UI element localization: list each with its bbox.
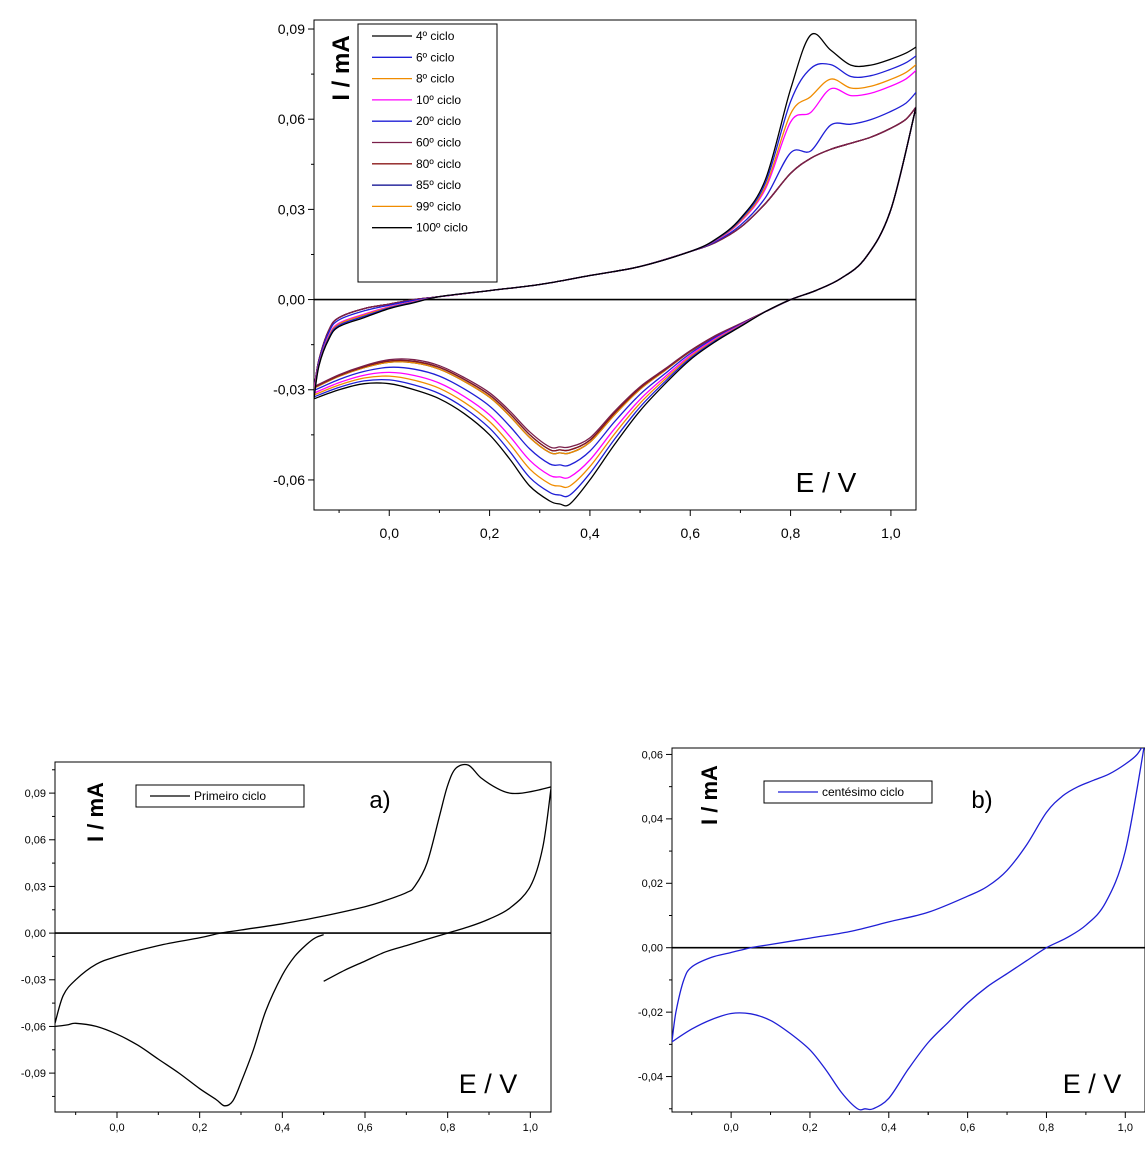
x-tick-label: 0,4	[275, 1122, 290, 1134]
x-tick-label: 0,4	[580, 525, 600, 541]
legend: centésimo ciclo	[763, 780, 933, 804]
y-tick-label: 0,03	[25, 881, 46, 893]
x-tick-label: 0,8	[1039, 1122, 1054, 1134]
x-axis-label: E / V	[459, 1069, 518, 1099]
series-line-1	[323, 788, 551, 982]
x-tick-label: 0,2	[802, 1122, 817, 1134]
legend-label: 10º ciclo	[416, 93, 461, 107]
y-tick-label: 0,09	[278, 21, 305, 37]
legend-label: 99º ciclo	[416, 199, 461, 213]
x-axis-label: E / V	[796, 467, 857, 498]
legend-label: 20º ciclo	[416, 114, 461, 128]
x-tick-label: 0,0	[380, 525, 400, 541]
legend-box	[763, 780, 933, 804]
x-tick-label: 0,2	[192, 1122, 207, 1134]
chart-top-cyclic-voltammograms: 0,0 0,2 0,4 0,6 0,8 1,0 -0,06 -0,03 0,00 0,03 0,06…	[273, 19, 917, 541]
plot-frame	[671, 747, 1145, 1113]
legend-label: 80º ciclo	[416, 157, 461, 171]
y-tick-label: 0,06	[25, 835, 46, 847]
x-tick-label: 1,0	[881, 525, 901, 541]
y-tick-label: -0,09	[21, 1068, 46, 1080]
chart-a-first-cycle: 0,0 0,2 0,4 0,6 0,8 1,0 -0,09 -0,06 -0,03 0,00 0,0…	[21, 761, 552, 1134]
x-tick-label: 0,4	[881, 1122, 896, 1134]
y-axis-label: I / mA	[328, 35, 355, 100]
legend-label: 85º ciclo	[416, 178, 461, 192]
x-tick-label: 0,6	[960, 1122, 975, 1134]
x-tick-label: 0,0	[723, 1122, 738, 1134]
legend: Primeiro ciclo	[135, 784, 305, 808]
legend-label: 4º ciclo	[416, 29, 455, 43]
series-line-1	[672, 748, 1143, 1042]
x-tick-label: 0,8	[440, 1122, 455, 1134]
series-group	[314, 32, 916, 507]
chart-b-hundredth-cycle: 0,0 0,2 0,4 0,6 0,8 1,0 -0,04 -0,02 0,00 0,02 0,04…	[638, 747, 1145, 1134]
legend-box	[135, 784, 305, 808]
y-tick-label: 0,04	[642, 814, 663, 826]
y-axis-label: I / mA	[83, 782, 108, 842]
y-tick-label: 0,06	[278, 111, 305, 127]
panel-title: a)	[369, 787, 390, 814]
legend-label: 6º ciclo	[416, 50, 455, 64]
y-tick-label: 0,03	[278, 201, 305, 217]
series-line-1	[55, 763, 551, 1024]
y-tick-label: -0,04	[638, 1071, 663, 1083]
series-line-1	[672, 748, 1145, 1111]
y-tick-label: -0,06	[273, 472, 305, 488]
y-tick-label: -0,02	[638, 1007, 663, 1019]
legend-box	[357, 23, 498, 283]
x-tick-label: 0,6	[357, 1122, 372, 1134]
x-tick-label: 0,6	[681, 525, 701, 541]
y-tick-label: 0,02	[642, 878, 663, 890]
legend: 4º ciclo 6º ciclo 8º ciclo 10º ciclo 20º cic…	[357, 23, 498, 283]
legend-label: Primeiro ciclo	[194, 789, 266, 803]
x-tick-label: 0,2	[480, 525, 500, 541]
y-tick-label: 0,06	[642, 749, 663, 761]
legend-label: 60º ciclo	[416, 136, 461, 150]
y-tick-label: -0,03	[21, 975, 46, 987]
x-tick-label: 0,0	[109, 1122, 124, 1134]
x-tick-label: 0,8	[781, 525, 801, 541]
plot-frame	[313, 19, 917, 511]
legend-label: 100º ciclo	[416, 221, 468, 235]
plot-frame	[54, 761, 552, 1113]
y-axis-label: I / mA	[697, 765, 722, 825]
y-tick-label: 0,09	[25, 788, 46, 800]
y-tick-label: -0,03	[273, 382, 305, 398]
y-tick-label: 0,00	[25, 928, 46, 940]
y-tick-label: 0,00	[642, 943, 663, 955]
legend-label: centésimo ciclo	[822, 785, 904, 799]
y-tick-label: 0,00	[278, 291, 305, 307]
x-tick-label: 1,0	[1118, 1122, 1133, 1134]
series-line-1	[55, 934, 324, 1107]
series-group	[672, 748, 1145, 1111]
series-group	[55, 763, 551, 1107]
x-axis-label: E / V	[1063, 1069, 1122, 1099]
legend-label: 8º ciclo	[416, 72, 455, 86]
x-tick-label: 1,0	[523, 1122, 538, 1134]
series-line-1	[314, 107, 916, 507]
panel-title: b)	[971, 787, 992, 814]
series-line-1	[314, 32, 916, 399]
y-tick-label: -0,06	[21, 1021, 46, 1033]
